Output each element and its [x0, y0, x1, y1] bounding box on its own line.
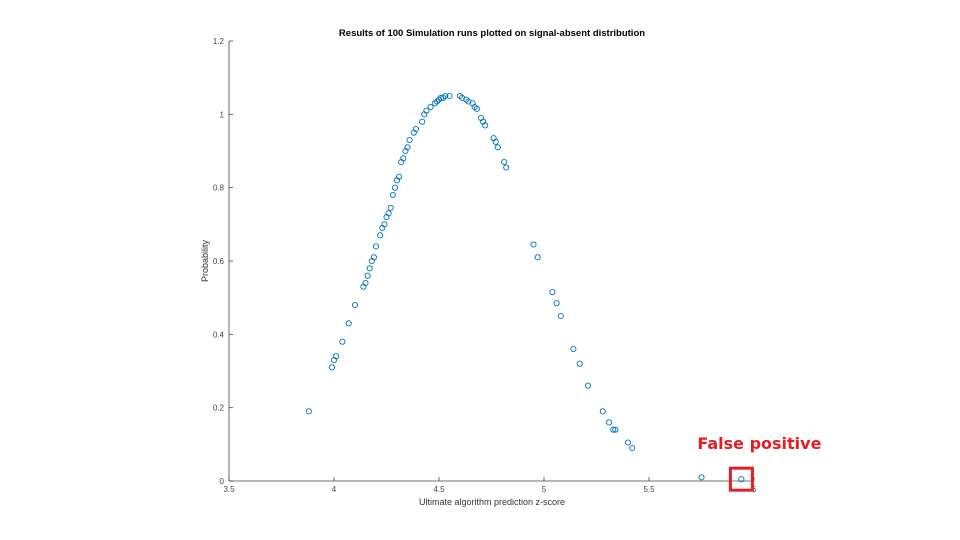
data-point: [385, 210, 392, 217]
x-axis-label: Ultimate algorithm prediction z-score: [419, 497, 565, 507]
data-point: [423, 107, 430, 114]
false-positive-annotation: False positive: [697, 434, 822, 492]
y-tick-label: 0.8: [213, 184, 225, 193]
data-point: [599, 408, 606, 415]
y-tick-label: 0.2: [213, 404, 225, 413]
data-point: [362, 279, 369, 287]
data-point: [305, 408, 312, 415]
data-point: [387, 204, 394, 211]
data-point: [412, 125, 419, 133]
data-point: [427, 103, 434, 111]
x-ticks: 3.5 4 4.5 5 5.5 6: [223, 477, 757, 494]
data-point: [446, 92, 453, 100]
data-point: [610, 426, 617, 433]
data-point: [698, 474, 705, 481]
data-point: [492, 138, 499, 145]
y-tick-label: 0.6: [213, 257, 225, 266]
data-point: [624, 439, 632, 446]
x-tick-label: 6: [752, 485, 757, 494]
data-point: [396, 173, 403, 180]
data-point: [494, 144, 501, 151]
plot-area: 0 0.2 0.4 0.6 0.8 1 1.2 3.5 4 4.5 5 5.5 6: [213, 37, 757, 494]
chart-title: Results of 100 Simulation runs plotted o…: [339, 28, 645, 39]
y-tick-label: 0.4: [213, 330, 225, 339]
data-point: [389, 191, 396, 199]
data-point: [372, 243, 380, 250]
data-point: [404, 144, 411, 151]
data-point: [530, 241, 537, 248]
data-point: [501, 158, 508, 166]
scatter-points: [305, 92, 745, 483]
data-point: [339, 338, 346, 345]
data-point: [629, 444, 636, 452]
data-point: [576, 360, 583, 367]
data-point: [364, 272, 371, 279]
data-point: [606, 419, 613, 426]
y-ticks: 0 0.2 0.4 0.6 0.8 1 1.2: [213, 37, 233, 486]
data-point: [553, 300, 560, 307]
data-point: [381, 221, 388, 228]
data-point: [366, 265, 373, 272]
x-tick-label: 5: [542, 485, 547, 494]
data-point: [585, 382, 592, 389]
false-positive-box: [728, 466, 754, 492]
x-tick-label: 4: [332, 485, 337, 494]
x-tick-label: 4.5: [433, 485, 445, 494]
false-positive-label: False positive: [697, 434, 821, 453]
data-point: [442, 92, 449, 100]
data-point: [370, 254, 377, 261]
y-tick-label: 1: [220, 110, 225, 119]
data-point: [612, 426, 619, 433]
y-tick-label: 0: [220, 477, 225, 486]
data-point: [534, 254, 541, 261]
y-tick-label: 1.2: [213, 37, 225, 46]
data-point: [351, 301, 359, 309]
data-point: [400, 155, 407, 162]
data-point: [482, 122, 489, 129]
data-point: [557, 312, 564, 320]
data-point: [419, 118, 426, 125]
data-point: [549, 289, 556, 296]
x-tick-label: 3.5: [223, 485, 235, 494]
y-axis-label: Probability: [200, 239, 210, 282]
data-point: [738, 476, 745, 483]
data-point: [328, 364, 335, 371]
data-point: [333, 353, 340, 360]
data-point: [345, 320, 352, 327]
data-point: [377, 232, 384, 239]
data-point: [503, 164, 510, 171]
x-tick-label: 5.5: [643, 485, 655, 494]
data-point: [391, 184, 398, 191]
data-point: [473, 105, 480, 112]
data-point: [406, 136, 413, 144]
data-point: [570, 345, 577, 353]
